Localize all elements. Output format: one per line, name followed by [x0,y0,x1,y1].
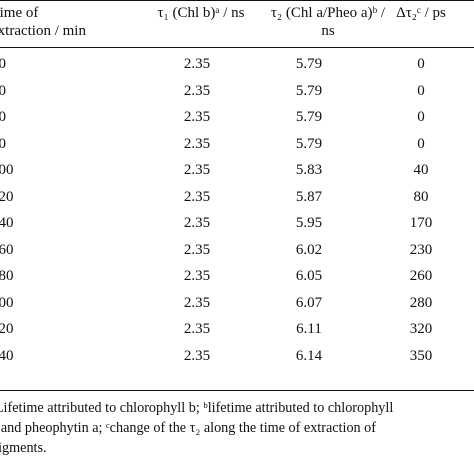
header-tau2-line1: τ₂ (Chl a/Pheo a)ᵇ / [270,5,386,21]
footnote-line3: pigments. [0,440,47,456]
table-row: 40 2.35 5.79 0 [0,80,474,107]
cell-tau1: 2.35 [183,241,211,258]
cell-dtau: 0 [417,109,425,125]
table-row: 60 2.35 5.79 0 [0,106,474,133]
footnote-line2: a and pheophytin a; ᶜchange of the τ₂ al… [0,420,376,436]
cell-time: 220 [0,321,14,337]
header-tau1-text: τ₁ (Chl b)ᵃ / ns [157,5,245,21]
cell-tau1: 2.35 [183,294,211,311]
cell-dtau: 0 [417,82,425,99]
cell-dtau: 260 [409,268,433,284]
header-time: Time of extraction / min [0,4,86,40]
table-body: 20 2.35 5.79 0 40 2.35 5.79 0 60 2.35 5.79 0 80 2.35 5… [0,53,474,371]
table-row: 20 2.35 5.79 0 [0,53,474,80]
cell-tau1: 2.35 [183,268,211,284]
cell-dtau: 350 [409,347,433,364]
cell-dtau: 320 [409,321,433,337]
cell-time: 40 [0,82,6,99]
table-header: Time of extraction / min τ₁ (Chl b)ᵃ / n… [0,0,474,47]
cell-tau2: 6.05 [295,268,323,284]
footnote-line1: ᵃLifetime attributed to chlorophyll b; ᵇ… [0,400,394,416]
cell-time: 100 [0,162,14,178]
table-row: 200 2.35 6.07 280 [0,292,474,319]
table-top-rule [0,0,474,1]
cell-tau2: 6.14 [295,347,323,364]
cell-dtau: 0 [417,135,425,152]
cell-dtau: 80 [413,188,429,205]
table-row: 160 2.35 6.02 230 [0,239,474,266]
cell-dtau: 0 [417,56,425,72]
cell-tau1: 2.35 [183,215,211,231]
cell-dtau: 170 [409,215,433,231]
table-row: 180 2.35 6.05 260 [0,265,474,292]
table-row: 240 2.35 6.14 350 [0,345,474,372]
cell-tau1: 2.35 [183,188,211,205]
cell-time: 180 [0,268,14,284]
cell-time: 20 [0,56,6,72]
cell-time: 120 [0,188,14,205]
header-time-line2: extraction / min [0,23,86,39]
header-dtau: Δτ₂ᶜ / ps [381,4,461,22]
table-row: 220 2.35 6.11 320 [0,318,474,345]
cell-time: 60 [0,109,6,125]
header-tau2-line2: ns [321,23,335,39]
cell-tau1: 2.35 [183,56,211,72]
cell-tau1: 2.35 [183,82,211,99]
cell-time: 200 [0,294,14,311]
cell-tau2: 5.79 [295,109,323,125]
header-tau1: τ₁ (Chl b)ᵃ / ns [131,4,271,22]
table-row: 80 2.35 5.79 0 [0,133,474,160]
cell-dtau: 230 [409,241,433,258]
cell-tau1: 2.35 [183,347,211,364]
table-row: 140 2.35 5.95 170 [0,212,474,239]
cell-tau2: 6.11 [296,321,322,337]
cell-tau2: 5.83 [295,162,323,178]
cell-dtau: 280 [409,294,433,311]
table-row: 120 2.35 5.87 80 [0,186,474,213]
table-footnote: ᵃLifetime attributed to chlorophyll b; ᵇ… [0,398,474,458]
cell-tau1: 2.35 [183,321,211,337]
cell-time: 80 [0,135,6,152]
cell-tau1: 2.35 [183,109,211,125]
table-bottom-rule [0,390,474,391]
header-tau2: τ₂ (Chl a/Pheo a)ᵇ / ns [253,4,403,40]
header-time-line1: Time of [0,5,39,21]
cell-time: 140 [0,215,14,231]
cell-tau1: 2.35 [183,162,211,178]
cell-tau1: 2.35 [183,135,211,152]
cell-tau2: 5.79 [295,135,323,152]
cell-time: 240 [0,347,14,364]
cell-dtau: 40 [413,162,429,178]
table-row: 100 2.35 5.83 40 [0,159,474,186]
cell-tau2: 5.79 [295,56,323,72]
cell-tau2: 5.95 [295,215,323,231]
cell-tau2: 5.87 [295,188,323,205]
cell-time: 160 [0,241,14,258]
header-rule [0,47,474,48]
header-dtau-text: Δτ₂ᶜ / ps [396,5,446,21]
cell-tau2: 6.07 [295,294,323,311]
cell-tau2: 6.02 [295,241,323,258]
cell-tau2: 5.79 [295,82,323,99]
